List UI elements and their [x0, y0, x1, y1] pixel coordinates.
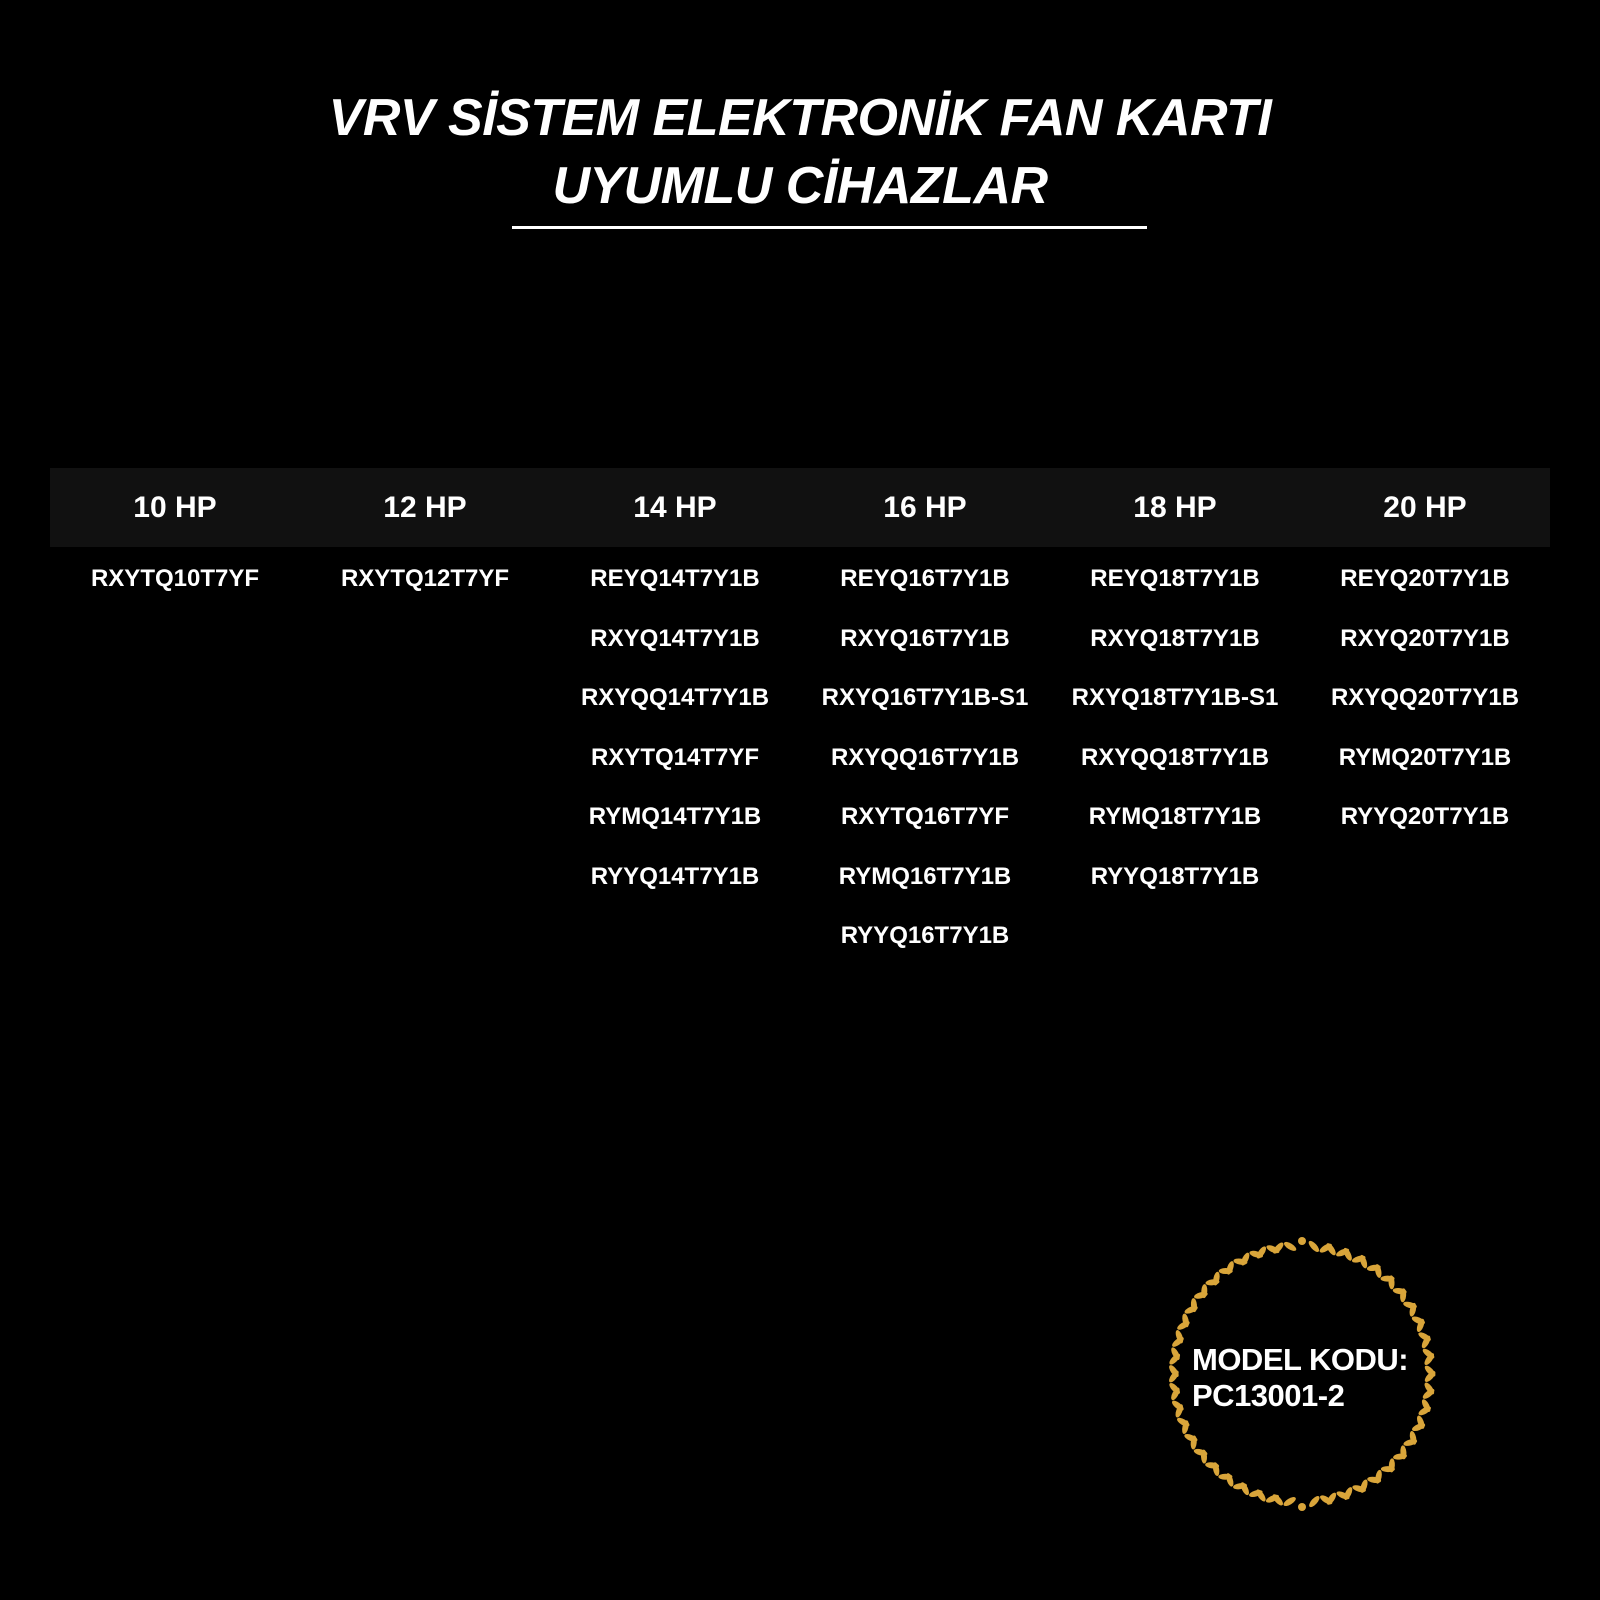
column-header: 20 HP	[1383, 491, 1467, 524]
laurel-leaf	[1326, 1243, 1336, 1256]
table-column: RXYTQ12T7YF	[300, 560, 550, 977]
column-header: 14 HP	[633, 491, 717, 524]
laurel-leaf	[1352, 1485, 1366, 1493]
laurel-leaf	[1343, 1247, 1352, 1261]
page-title-line1: VRV SİSTEM ELEKTRONİK FAN KARTI	[328, 89, 1272, 147]
laurel-leaf	[1226, 1473, 1234, 1487]
laurel-leaf	[1169, 1353, 1181, 1365]
table-header: 10 HP 12 HP 14 HP 16 HP 18 HP 20 HP	[50, 468, 1550, 547]
laurel-leaf	[1218, 1268, 1233, 1275]
wreath-dot	[1298, 1237, 1306, 1245]
model-cell: RXYQ18T7Y1B	[1090, 624, 1260, 652]
laurel-leaf	[1359, 1254, 1368, 1269]
model-cell: RYYQ14T7Y1B	[590, 862, 760, 890]
model-cell: RXYTQ10T7YF	[90, 565, 260, 592]
table-column: REYQ14T7Y1B RXYQ14T7Y1B RXYQQ14T7Y1B RXYTQ1…	[550, 560, 800, 977]
laurel-leaf	[1418, 1406, 1431, 1416]
model-cell: RYYQ16T7Y1B	[840, 922, 1010, 949]
model-cell: RYMQ18T7Y1B	[1088, 803, 1262, 830]
table-column: REYQ16T7Y1B RXYQ16T7Y1B RXYQ16T7Y1B-S1 RXYQ…	[800, 560, 1050, 977]
laurel-leaf	[1400, 1288, 1407, 1303]
model-cell: RYMQ14T7Y1B	[588, 803, 762, 830]
laurel-leaf	[1169, 1370, 1179, 1383]
laurel-leaf	[1177, 1321, 1190, 1330]
laurel-leaf	[1380, 1466, 1395, 1473]
table-column: RXYTQ10T7YF	[50, 560, 300, 977]
laurel-leaf	[1409, 1302, 1417, 1317]
model-code-badge: MODEL KODU: PC13001-2	[1192, 1342, 1409, 1414]
model-cell: RXYTQ14T7YF	[590, 743, 760, 771]
laurel-leaf	[1182, 1420, 1189, 1435]
laurel-leaf	[1175, 1404, 1184, 1418]
table-column: REYQ20T7Y1B RXYQ20T7Y1B RXYQQ20T7Y1B RYMQ20…	[1300, 560, 1550, 977]
laurel-leaf	[1249, 1250, 1264, 1258]
model-cell: RYYQ18T7Y1B	[1090, 862, 1260, 890]
model-code-label: MODEL KODU:	[1192, 1342, 1409, 1377]
laurel-leaf	[1266, 1245, 1280, 1254]
table-column: REYQ18T7Y1B RXYQ18T7Y1B RXYQ18T7Y1B-S1 RXYQ…	[1050, 560, 1300, 977]
model-cell: RXYQ18T7Y1B-S1	[1071, 684, 1279, 711]
laurel-leaf	[1308, 1240, 1320, 1252]
laurel-leaf	[1367, 1476, 1382, 1484]
laurel-leaf	[1283, 1241, 1297, 1251]
model-cell: REYQ20T7Y1B	[1340, 565, 1510, 592]
model-cell: REYQ14T7Y1B	[590, 565, 760, 592]
laurel-leaf	[1424, 1371, 1436, 1382]
model-cell: RXYQQ16T7Y1B	[830, 743, 1020, 771]
model-cell: RXYTQ16T7YF	[840, 803, 1010, 830]
laurel-leaf	[1393, 1453, 1407, 1460]
laurel-leaf	[1172, 1337, 1184, 1347]
laurel-leaf	[1412, 1423, 1426, 1432]
laurel-leaf	[1421, 1335, 1431, 1349]
laurel-leaf	[1424, 1353, 1435, 1366]
table-body: RXYTQ10T7YF RXYTQ12T7YF REYQ14T7Y1B RXYQ14T…	[50, 560, 1550, 977]
model-cell: REYQ18T7Y1B	[1090, 565, 1260, 592]
laurel-leaf	[1184, 1305, 1198, 1314]
laurel-leaf	[1320, 1495, 1333, 1505]
model-cell: RXYTQ12T7YF	[340, 565, 510, 592]
model-cell: RXYQQ14T7Y1B	[580, 684, 770, 711]
title-underline	[512, 226, 1147, 229]
model-cell: RYYQ20T7Y1B	[1340, 803, 1510, 830]
column-header: 16 HP	[883, 491, 967, 524]
laurel-leaf	[1256, 1489, 1266, 1502]
laurel-leaf	[1388, 1275, 1395, 1290]
laurel-leaf	[1200, 1449, 1208, 1464]
model-cell: RXYQ14T7Y1B	[590, 624, 760, 652]
laurel-wreath-icon	[1169, 1237, 1436, 1511]
model-cell: RXYQ20T7Y1B	[1340, 624, 1510, 652]
laurel-leaf	[1403, 1439, 1418, 1446]
model-cell: RYMQ16T7Y1B	[838, 862, 1012, 890]
wreath-dot	[1298, 1503, 1306, 1511]
laurel-leaf	[1190, 1435, 1197, 1450]
column-header: 12 HP	[383, 491, 467, 524]
laurel-leaf	[1416, 1318, 1425, 1333]
model-cell: RXYQ16T7Y1B	[840, 624, 1010, 652]
laurel-leaf	[1205, 1279, 1220, 1286]
laurel-leaf	[1336, 1491, 1350, 1500]
model-cell: RXYQQ20T7Y1B	[1330, 684, 1520, 711]
laurel-leaf	[1309, 1495, 1320, 1508]
model-code-value: PC13001-2	[1192, 1378, 1345, 1413]
laurel-leaf	[1194, 1291, 1208, 1299]
laurel-leaf	[1233, 1258, 1248, 1265]
model-cell: RXYQ16T7Y1B-S1	[821, 684, 1029, 711]
column-header: 18 HP	[1133, 491, 1217, 524]
laurel-leaf	[1283, 1497, 1296, 1507]
laurel-leaf	[1212, 1462, 1220, 1477]
laurel-leaf	[1422, 1388, 1435, 1399]
laurel-leaf	[1272, 1494, 1283, 1506]
laurel-leaf	[1375, 1264, 1382, 1278]
column-header: 10 HP	[133, 491, 217, 524]
model-cell: RXYQQ18T7Y1B	[1080, 743, 1270, 771]
model-cell: REYQ16T7Y1B	[840, 565, 1010, 592]
laurel-leaf	[1171, 1387, 1180, 1401]
laurel-leaf	[1240, 1482, 1249, 1496]
page-title-line2: UYUMLU CİHAZLAR	[552, 157, 1048, 215]
model-cell: RYMQ20T7Y1B	[1338, 743, 1512, 771]
